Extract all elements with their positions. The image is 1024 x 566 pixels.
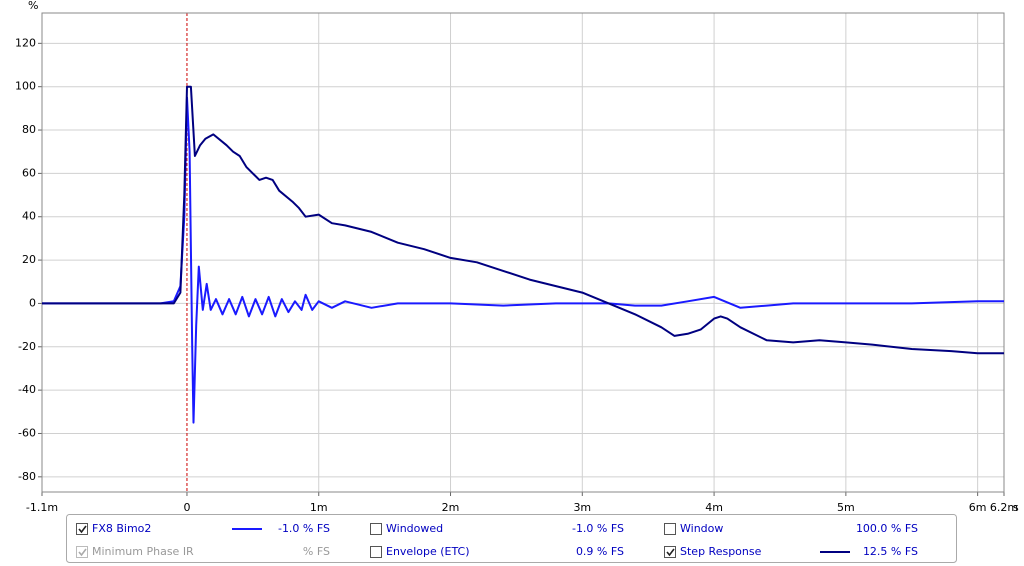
x-tick-label: 5m <box>837 501 855 514</box>
y-tick-label: 100 <box>15 80 36 93</box>
checkbox <box>76 546 88 558</box>
legend-item: Step Response 12.5 % FS <box>664 545 918 558</box>
legend-readout: 0.9 % FS <box>576 545 624 558</box>
plot-frame <box>41 12 1005 493</box>
x-tick-label: 0 <box>183 501 190 514</box>
x-tick-label: 4m <box>705 501 723 514</box>
y-tick-label: 120 <box>15 36 36 49</box>
legend-label: Window <box>680 522 723 535</box>
legend-item: Windowed -1.0 % FS <box>370 522 624 535</box>
legend-readout: 12.5 % FS <box>863 545 918 558</box>
check-mark <box>78 525 87 534</box>
y-tick-label: 60 <box>22 166 36 179</box>
x-tick-label: 6m <box>969 501 987 514</box>
legend-readout: % FS <box>303 545 330 558</box>
y-unit: % <box>28 0 38 12</box>
check-mark <box>666 548 675 557</box>
legend-label: Envelope (ETC) <box>386 545 470 558</box>
check-mark <box>78 548 87 557</box>
x-tick-label: 1m <box>310 501 328 514</box>
y-tick-label: -60 <box>18 426 36 439</box>
x-tick-label: 2m <box>442 501 460 514</box>
legend-item: Minimum Phase IR % FS <box>76 545 330 558</box>
checkbox[interactable] <box>664 523 676 535</box>
legend-label: Windowed <box>386 522 443 535</box>
checkbox[interactable] <box>370 546 382 558</box>
checkbox[interactable] <box>76 523 88 535</box>
legend-label: FX8 Bimo2 <box>92 522 151 535</box>
legend-panel <box>66 514 957 563</box>
y-tick-label: -40 <box>18 383 36 396</box>
legend-label: Minimum Phase IR <box>92 545 194 558</box>
legend-item: Envelope (ETC) 0.9 % FS <box>370 545 624 558</box>
x-tick-label: 6.2m <box>990 501 1018 514</box>
x-tick-label: 3m <box>573 501 591 514</box>
x-tick-label: -1.1m <box>26 501 58 514</box>
legend-label: Step Response <box>680 545 762 558</box>
checkbox[interactable] <box>370 523 382 535</box>
y-tick-label: -20 <box>18 340 36 353</box>
legend-readout: -1.0 % FS <box>572 522 624 535</box>
legend-readout: 100.0 % FS <box>856 522 918 535</box>
series-line <box>42 96 1004 424</box>
y-tick-label: 80 <box>22 123 36 136</box>
y-tick-label: -80 <box>18 470 36 483</box>
legend-item: FX8 Bimo2 -1.0 % FS <box>76 522 330 535</box>
legend-item: Window 100.0 % FS <box>664 522 918 535</box>
series-line <box>42 85 1004 355</box>
legend-readout: -1.0 % FS <box>278 522 330 535</box>
y-tick-label: 20 <box>22 253 36 266</box>
x-unit: s <box>1013 501 1019 514</box>
checkbox[interactable] <box>664 546 676 558</box>
y-tick-label: 0 <box>29 296 36 309</box>
y-tick-label: 40 <box>22 210 36 223</box>
